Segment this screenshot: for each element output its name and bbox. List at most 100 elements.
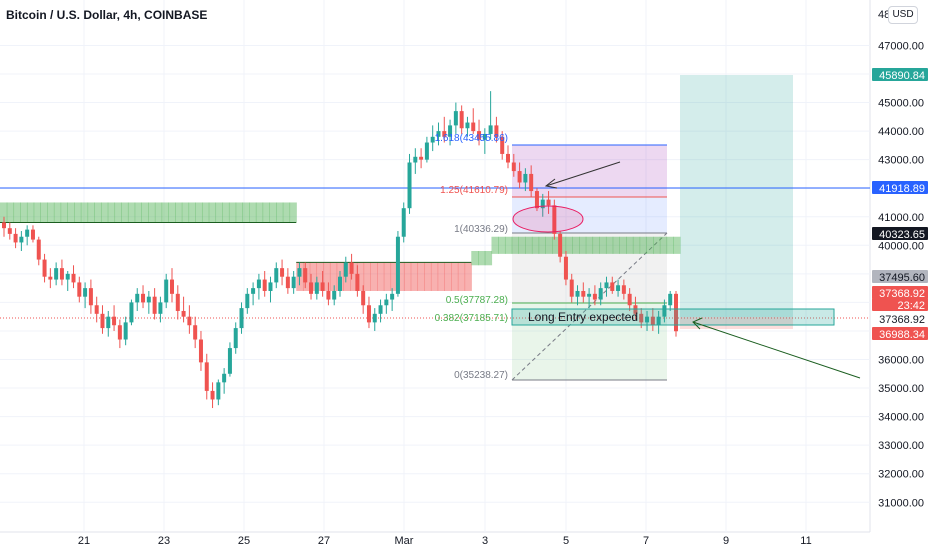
candle-body — [152, 296, 157, 314]
long-entry-label: Long Entry expected — [528, 310, 638, 324]
candle-body — [164, 279, 169, 303]
cloud-segment — [188, 202, 196, 223]
candle-body — [395, 236, 400, 294]
price-tag-text-stop: 36988.34 — [879, 329, 925, 341]
cloud-segment — [40, 202, 48, 223]
candle-body — [42, 259, 47, 277]
time-tick-label: 21 — [78, 535, 90, 547]
candle-body — [216, 382, 221, 400]
price-tick-label: 31000.00 — [878, 497, 924, 509]
price-tag-countdown — [872, 298, 928, 311]
price-tick-label: 35000.00 — [878, 383, 924, 395]
price-tick-label: 44000.00 — [878, 126, 924, 138]
candle-body — [268, 282, 273, 291]
candle-body — [413, 156, 418, 163]
candle-body — [540, 199, 545, 209]
cloud-segment — [141, 202, 149, 223]
cloud-segment — [6, 202, 15, 223]
cloud-segment — [451, 262, 459, 291]
candle-body — [645, 316, 650, 323]
cloud-segment — [60, 202, 68, 223]
cloud-segment — [437, 262, 445, 291]
candle-body — [314, 282, 319, 294]
cloud-segment — [316, 262, 324, 291]
cloud-segment — [666, 236, 674, 254]
candle-body — [309, 282, 314, 294]
cloud-segment — [228, 202, 237, 223]
price-tag-text-countdown: 23:42 — [897, 300, 925, 312]
fib-label-0: 0(35238.27) — [454, 370, 508, 381]
candle-body — [135, 293, 140, 303]
cloud-segment — [599, 236, 607, 254]
long-entry-box — [511, 308, 835, 326]
candle-body — [436, 131, 441, 137]
candle-body — [592, 293, 597, 300]
price-tick-label-partial: 48 — [878, 9, 890, 21]
candle-body — [674, 293, 678, 332]
long-position-target-zone — [680, 75, 793, 317]
cloud-segment — [329, 262, 338, 291]
cloud-segment — [659, 236, 668, 254]
price-axis[interactable]: 31000.00 32000.00 33000.00 34000.00 35000.00… — [878, 9, 924, 509]
candle-body — [407, 162, 412, 209]
candle-body — [639, 313, 644, 323]
candle-body — [112, 316, 117, 326]
candle-body — [552, 205, 557, 234]
cloud-segment — [276, 202, 284, 223]
price-tag-text-target: 45890.84 — [879, 70, 925, 82]
price-tag-blue-line — [872, 181, 928, 194]
candle-body — [65, 273, 70, 280]
candle-body — [349, 262, 354, 274]
price-tag-current — [872, 286, 928, 299]
candle-body — [204, 362, 209, 391]
cloud-segment — [531, 236, 540, 254]
cloud-segment — [579, 236, 587, 254]
candle-body — [494, 125, 499, 137]
candle-body — [453, 111, 458, 126]
cloud-segment — [255, 202, 264, 223]
candle-body — [366, 305, 371, 323]
candle-body — [650, 316, 655, 326]
price-tag-text-high-label: 37495.60 — [879, 272, 925, 284]
candle-body — [326, 290, 331, 300]
cloud-segment — [235, 202, 243, 223]
candle-body — [343, 262, 348, 277]
currency-button[interactable]: USD — [888, 6, 918, 24]
candle-body — [616, 285, 621, 291]
price-tag-high-label — [872, 270, 928, 283]
cloud-segment — [511, 236, 520, 254]
cloud-segment — [612, 236, 621, 254]
cloud-segment — [249, 202, 257, 223]
candle-body — [291, 276, 296, 289]
candle-body — [297, 268, 302, 277]
cloud-indicator — [0, 202, 681, 291]
candle-body — [262, 279, 267, 291]
time-tick-label: 25 — [238, 535, 250, 547]
candle-body — [25, 229, 30, 237]
cloud-segment — [282, 202, 291, 223]
cloud-segment — [605, 236, 614, 254]
cloud-segment — [397, 262, 405, 291]
cloud-segment — [565, 236, 573, 254]
cloud-segment — [33, 202, 41, 223]
candle-body — [59, 268, 64, 280]
candle-body — [30, 229, 35, 240]
cloud-segment — [175, 202, 183, 223]
candle-body — [13, 233, 18, 243]
cloud-segment — [94, 202, 102, 223]
cloud-segment — [215, 202, 223, 223]
price-tick-label: 33000.00 — [878, 440, 924, 452]
candle-body — [610, 282, 615, 291]
time-axis[interactable]: 21 23 25 27 Mar 3 5 7 9 11 — [78, 535, 812, 547]
candle-body — [222, 373, 227, 383]
cloud-segment — [13, 202, 21, 223]
time-tick-label: 23 — [158, 535, 170, 547]
cloud-segment — [639, 236, 647, 254]
cloud-segment — [585, 236, 594, 254]
cloud-segment — [100, 202, 109, 223]
price-tick-label: 47000.00 — [878, 40, 924, 52]
cloud-segment — [403, 262, 412, 291]
candle-body — [506, 153, 510, 163]
time-tick-label: Mar — [395, 535, 414, 547]
